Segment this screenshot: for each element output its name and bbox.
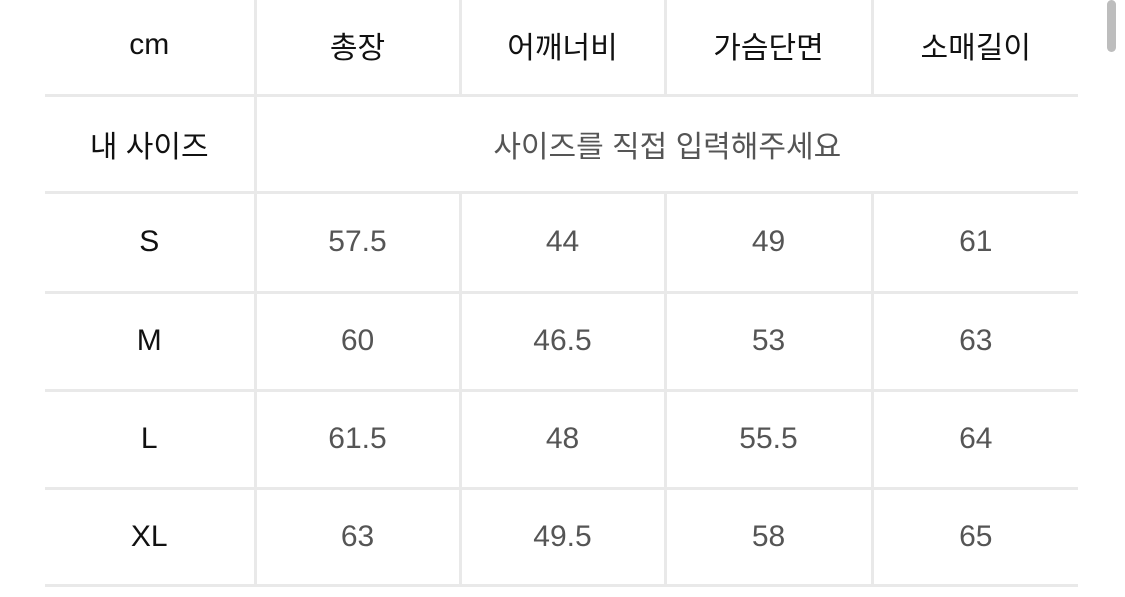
table-cell: 63 <box>870 290 1078 392</box>
table-cell: 64 <box>870 388 1078 490</box>
table-cell: 57.5 <box>253 190 462 294</box>
table-cell: 61 <box>870 190 1078 294</box>
table-cell: 46.5 <box>458 290 667 392</box>
table-row: M 60 46.5 53 63 <box>45 290 1078 392</box>
table-row: L 61.5 48 55.5 64 <box>45 388 1078 490</box>
table-cell: 63 <box>253 486 462 587</box>
my-size-input[interactable]: 사이즈를 직접 입력해주세요 <box>253 93 1078 194</box>
table-row: S 57.5 44 49 61 <box>45 190 1078 294</box>
unit-header: cm <box>45 0 257 97</box>
column-header-sleeve-length: 소매길이 <box>870 0 1078 97</box>
table-cell: 48 <box>458 388 667 490</box>
size-label: XL <box>45 486 257 587</box>
vertical-scrollbar[interactable] <box>1107 0 1116 52</box>
column-header-shoulder-width: 어깨너비 <box>458 0 667 97</box>
table-cell: 49.5 <box>458 486 667 587</box>
column-header-chest-width: 가슴단면 <box>663 0 874 97</box>
table-cell: 60 <box>253 290 462 392</box>
table-cell: 58 <box>663 486 874 587</box>
my-size-label: 내 사이즈 <box>45 93 257 194</box>
table-cell: 65 <box>870 486 1078 587</box>
table-cell: 55.5 <box>663 388 874 490</box>
table-cell: 53 <box>663 290 874 392</box>
size-label: M <box>45 290 257 392</box>
table-row: XL 63 49.5 58 65 <box>45 486 1078 587</box>
column-header-total-length: 총장 <box>253 0 462 97</box>
table-cell: 61.5 <box>253 388 462 490</box>
header-row: cm 총장 어깨너비 가슴단면 소매길이 <box>45 0 1078 97</box>
table-cell: 44 <box>458 190 667 294</box>
size-label: L <box>45 388 257 490</box>
size-label: S <box>45 190 257 294</box>
table-cell: 49 <box>663 190 874 294</box>
size-chart-table: cm 총장 어깨너비 가슴단면 소매길이 내 사이즈 사이즈를 직접 입력해주세… <box>45 0 1078 587</box>
my-size-row: 내 사이즈 사이즈를 직접 입력해주세요 <box>45 93 1078 194</box>
